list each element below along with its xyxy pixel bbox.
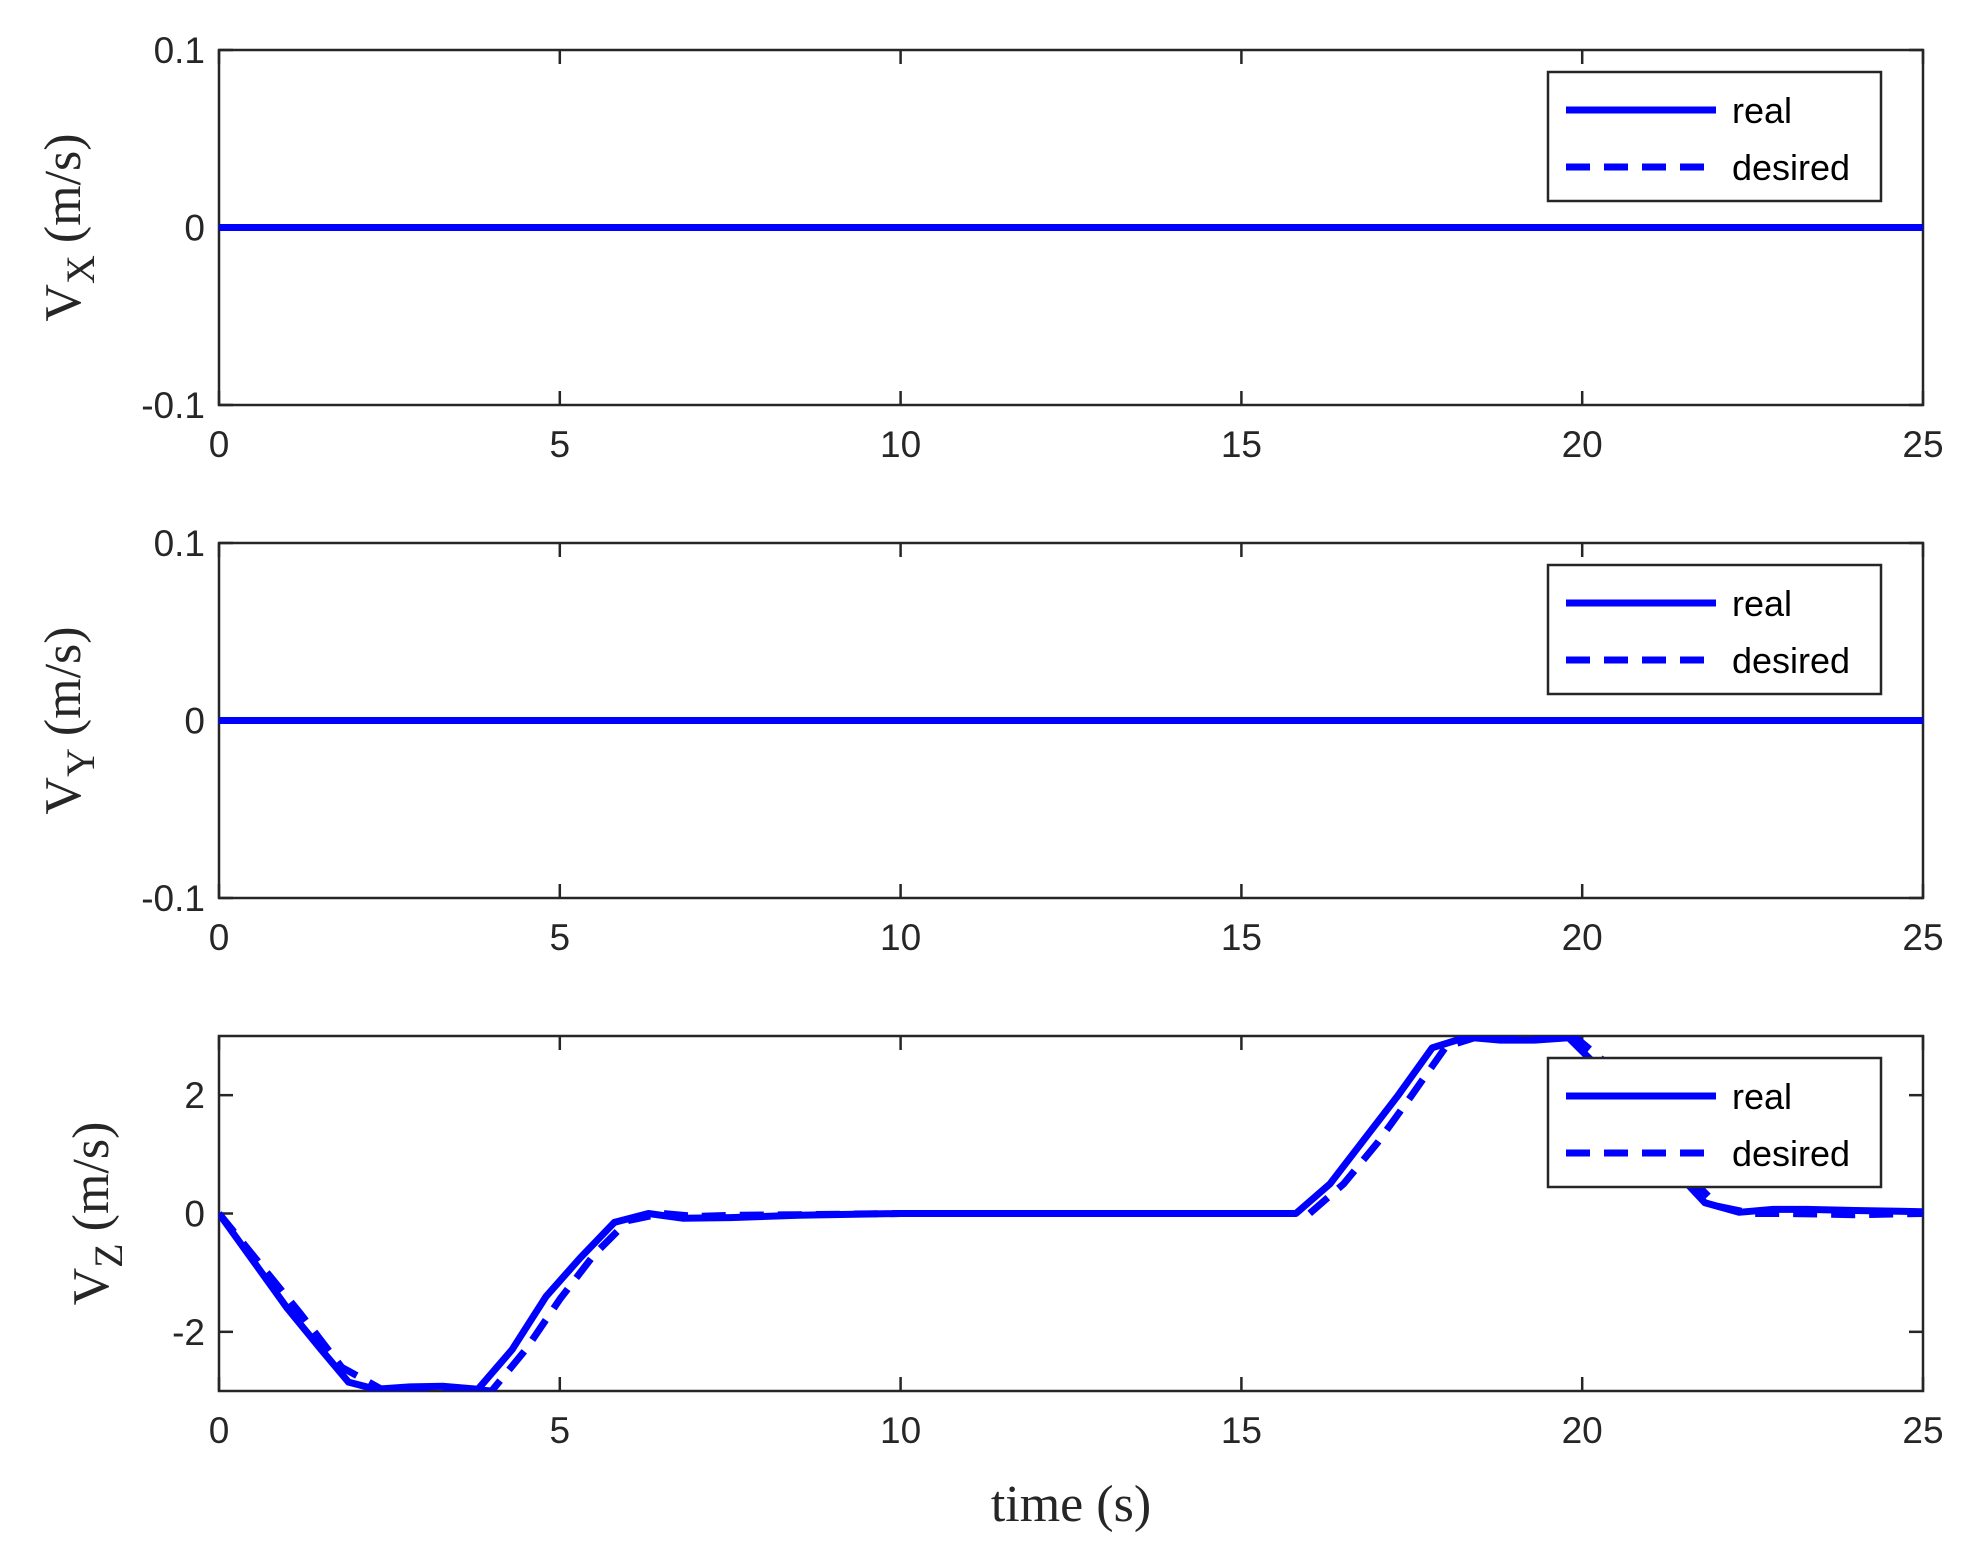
y-axis-label-subscript: Z: [86, 1243, 131, 1267]
x-axis-label: time (s): [991, 1476, 1151, 1533]
y-axis-label-subscript: X: [58, 255, 103, 284]
legend-box: [1546, 70, 1883, 203]
y-tick-label: 0: [184, 208, 205, 249]
subplot-vz: 0 5 10 15 20 25 -2 0 2 VZ (m/s) time (s) real desired: [63, 1034, 1944, 1533]
y-axis-label-unit: (m/s): [35, 133, 92, 243]
x-tick-label: 0: [209, 1410, 230, 1451]
legend-box: [1546, 1056, 1883, 1189]
y-axis-label-subscript: Y: [58, 748, 103, 777]
x-tick-label: 20: [1562, 1410, 1603, 1451]
y-tick-label: -2: [172, 1312, 205, 1353]
y-tick-label: 0: [184, 701, 205, 742]
legend: real desired: [1546, 563, 1883, 696]
y-tick-label: 0.1: [154, 30, 205, 71]
legend-label-real: real: [1732, 583, 1792, 624]
y-axis-label: VX (m/s): [35, 133, 103, 321]
y-tick-label: -0.1: [141, 878, 205, 919]
legend-label-real: real: [1732, 90, 1792, 131]
x-tick-label: 0: [209, 424, 230, 465]
x-tick-label: 5: [550, 917, 571, 958]
x-tick-label: 25: [1902, 917, 1943, 958]
y-axis-label-unit: (m/s): [63, 1122, 120, 1232]
x-tick-label: 5: [550, 1410, 571, 1451]
y-axis-label: VZ (m/s): [63, 1122, 131, 1306]
x-tick-label: 25: [1902, 424, 1943, 465]
y-tick-label: 2: [184, 1075, 205, 1116]
y-axis-label-unit: (m/s): [35, 626, 92, 736]
y-axis-label-symbol: V: [63, 1268, 120, 1306]
y-tick-label: 0.1: [154, 523, 205, 564]
y-axis-label: VY (m/s): [35, 626, 103, 814]
x-tick-label: 20: [1562, 917, 1603, 958]
x-tick-label: 15: [1221, 424, 1262, 465]
legend-box: [1546, 563, 1883, 696]
x-tick-label: 10: [880, 1410, 921, 1451]
y-tick-label: 0: [184, 1194, 205, 1235]
x-tick-label: 15: [1221, 917, 1262, 958]
legend-label-desired: desired: [1732, 147, 1850, 188]
legend: real desired: [1546, 70, 1883, 203]
y-tick-label: -0.1: [141, 385, 205, 426]
x-tick-label: 5: [550, 424, 571, 465]
legend: real desired: [1546, 1056, 1883, 1189]
legend-label-desired: desired: [1732, 1133, 1850, 1174]
x-tick-label: 10: [880, 424, 921, 465]
x-tick-label: 20: [1562, 424, 1603, 465]
legend-label-real: real: [1732, 1076, 1792, 1117]
x-tick-label: 25: [1902, 1410, 1943, 1451]
x-tick-label: 0: [209, 917, 230, 958]
y-axis-label-symbol: V: [35, 777, 92, 815]
x-tick-label: 15: [1221, 1410, 1262, 1451]
x-tick-label: 10: [880, 917, 921, 958]
y-axis-label-symbol: V: [35, 284, 92, 322]
legend-label-desired: desired: [1732, 640, 1850, 681]
